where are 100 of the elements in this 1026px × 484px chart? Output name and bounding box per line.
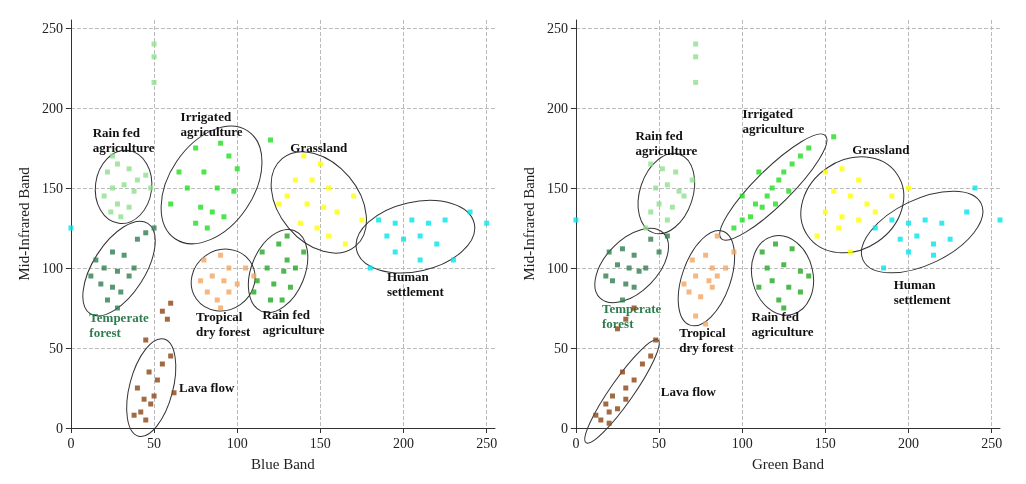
series-label: Tropical dry forest [196, 309, 251, 339]
point [221, 278, 227, 284]
point [326, 233, 332, 239]
point [134, 236, 140, 242]
point [151, 41, 157, 47]
point [450, 257, 456, 263]
point [889, 193, 895, 199]
point [264, 265, 270, 271]
point [693, 313, 699, 319]
point [68, 225, 74, 231]
point [789, 161, 795, 167]
point [723, 265, 729, 271]
point [304, 201, 310, 207]
point [836, 225, 842, 231]
point [134, 177, 140, 183]
y-tick-label: 50 [553, 340, 568, 356]
point [643, 225, 649, 231]
point [906, 249, 912, 255]
point [417, 257, 423, 263]
point [822, 169, 828, 175]
point [822, 209, 828, 215]
x-tick-label: 50 [652, 435, 667, 451]
point [159, 361, 165, 367]
point [706, 278, 712, 284]
point [772, 241, 778, 247]
point [314, 225, 320, 231]
point [693, 79, 699, 85]
point [698, 294, 704, 300]
x-tick-label: 150 [309, 435, 331, 451]
point [756, 169, 762, 175]
point [154, 377, 160, 383]
y-tick-label: 100 [41, 260, 63, 276]
point [209, 273, 215, 279]
point [151, 79, 157, 85]
point [98, 281, 104, 287]
point [797, 153, 803, 159]
point [168, 201, 174, 207]
point [201, 257, 207, 263]
point [831, 188, 837, 194]
point [781, 169, 787, 175]
point [88, 273, 94, 279]
point [108, 209, 114, 215]
point [359, 217, 365, 223]
point [114, 268, 120, 274]
point [276, 241, 282, 247]
point [797, 268, 803, 274]
point [930, 241, 936, 247]
point [234, 281, 240, 287]
point [281, 268, 287, 274]
point [168, 353, 174, 359]
point [148, 185, 154, 191]
series-label: Human settlement [386, 269, 445, 299]
y-tick-label: 100 [546, 260, 568, 276]
point [606, 409, 612, 415]
point [143, 417, 149, 423]
point [126, 166, 132, 172]
point [806, 273, 812, 279]
point [664, 233, 670, 239]
series-label: Irrigated agriculture [742, 105, 805, 136]
y-tick-label: 150 [546, 180, 568, 196]
point [664, 217, 670, 223]
point [831, 134, 837, 140]
series-label: Lava flow [660, 383, 717, 399]
point [104, 297, 110, 303]
point [739, 217, 745, 223]
point [131, 265, 137, 271]
point [930, 252, 936, 258]
point [151, 225, 157, 231]
point [209, 209, 215, 215]
point [271, 281, 277, 287]
point [656, 249, 662, 255]
point [764, 265, 770, 271]
x-axis-title: Green Band [751, 455, 825, 472]
series-label: Rain fed agriculture [262, 307, 325, 338]
point [648, 353, 654, 359]
point [643, 265, 649, 271]
series-label: Tropical dry forest [679, 325, 735, 355]
point [606, 420, 612, 426]
point [109, 249, 115, 255]
point [226, 289, 232, 295]
point [656, 201, 662, 207]
point [267, 137, 273, 143]
point [748, 214, 754, 220]
series-label: Rain fed agriculture [635, 128, 698, 159]
point [287, 284, 293, 290]
point [753, 201, 759, 207]
point [769, 185, 775, 191]
series-label: Grassland [290, 140, 349, 155]
point [806, 145, 812, 151]
point [143, 172, 149, 178]
point [168, 300, 174, 306]
point [614, 406, 620, 412]
point [141, 396, 147, 402]
point [254, 278, 260, 284]
point [623, 281, 629, 287]
point [126, 204, 132, 210]
point [376, 217, 382, 223]
point [872, 225, 878, 231]
point [259, 249, 265, 255]
point [231, 188, 237, 194]
